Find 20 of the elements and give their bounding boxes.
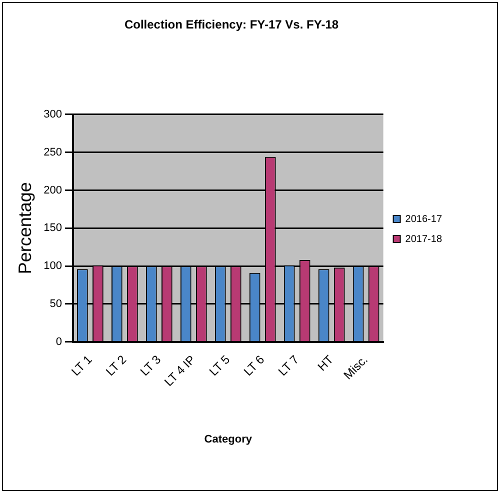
x-tick-label: LT 4 IP — [162, 352, 198, 390]
x-tick-label: LT 7 — [275, 352, 302, 379]
x-tick-label: LT 2 — [103, 352, 130, 379]
y-tick-label: 200 — [44, 184, 62, 196]
y-tick-label: 150 — [44, 222, 62, 234]
x-tick-label: LT 1 — [68, 352, 95, 379]
x-tick-label: HT — [314, 352, 337, 374]
y-tick-label: 250 — [44, 146, 62, 158]
x-axis-title: Category — [204, 433, 253, 446]
legend-label: 2017-18 — [405, 234, 442, 245]
x-tick-label: LT 3 — [138, 352, 164, 379]
x-tick-label: LT 6 — [240, 352, 268, 379]
legend-label: 2016-17 — [405, 214, 442, 225]
y-tick-label: 100 — [44, 260, 62, 272]
chart-title: Collection Efficiency: FY-17 Vs. FY-18 — [124, 18, 339, 32]
y-tick-label: 0 — [56, 336, 62, 348]
y-axis-title: Percentage — [14, 182, 35, 274]
y-tick-label: 50 — [50, 298, 62, 310]
x-tick-label: LT 5 — [206, 352, 233, 379]
y-tick-label: 300 — [44, 108, 62, 120]
